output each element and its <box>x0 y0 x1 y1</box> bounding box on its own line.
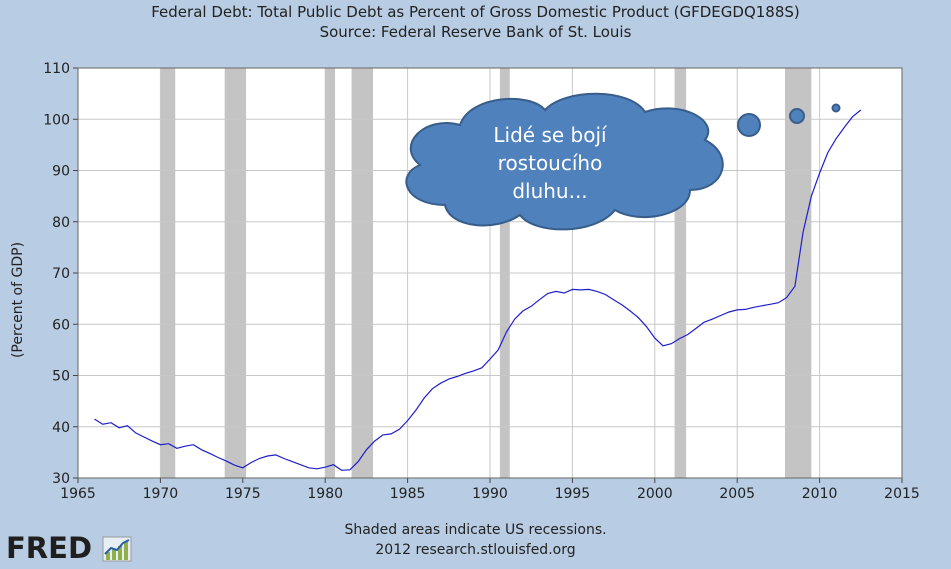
y-tick-label: 60 <box>52 317 70 333</box>
bubble-cloud <box>405 92 724 231</box>
x-tick-label: 2015 <box>884 486 920 502</box>
footer-line2: 2012 research.stlouisfed.org <box>375 542 576 558</box>
x-tick-label: 1985 <box>390 486 426 502</box>
series-line <box>94 109 862 471</box>
x-axis: 1965 1970 1975 1980 1985 1990 1995 2000 2005 2010… <box>60 478 920 502</box>
x-tick-label: 2005 <box>719 486 755 502</box>
x-tick-label: 1975 <box>225 486 261 502</box>
bubble-dot-small <box>831 103 841 113</box>
bubble-text-line1: Lidé se bojí <box>493 123 608 147</box>
bubble-dot-medium <box>789 108 805 124</box>
y-tick-label: 70 <box>52 266 70 282</box>
x-tick-label: 1980 <box>307 486 343 502</box>
fred-logo-text: FRED <box>6 531 93 565</box>
fred-logo: FRED <box>6 532 132 564</box>
chart-title-block: Federal Debt: Total Public Debt as Perce… <box>0 2 951 42</box>
plot-frame <box>77 67 903 479</box>
y-tick-label: 80 <box>52 215 70 231</box>
y-tick-label: 110 <box>43 61 70 77</box>
y-tick-label: 50 <box>52 369 70 385</box>
fred-logo-graph-icon <box>102 536 132 562</box>
x-tick-label: 1990 <box>472 486 508 502</box>
footer-line1: Shaded areas indicate US recessions. <box>344 522 607 538</box>
x-tick-label: 2000 <box>637 486 673 502</box>
bubble-dot-large <box>737 113 761 137</box>
y-tick-label: 40 <box>52 420 70 436</box>
bubble-text-line2: rostoucího <box>498 151 603 175</box>
y-tick-label: 30 <box>52 471 70 487</box>
x-tick-label: 1970 <box>143 486 179 502</box>
thought-bubble: Lidé se bojí rostoucího dluhu... <box>405 92 841 231</box>
y-tick-label: 100 <box>43 112 70 128</box>
chart-title: Federal Debt: Total Public Debt as Perce… <box>151 3 800 21</box>
x-tick-label: 1965 <box>60 486 96 502</box>
x-tick-label: 2010 <box>802 486 838 502</box>
footer-note: Shaded areas indicate US recessions. 201… <box>300 520 651 560</box>
x-tick-label: 1995 <box>555 486 591 502</box>
chart-subtitle: Source: Federal Reserve Bank of St. Loui… <box>319 23 632 41</box>
bubble-text-line3: dluhu... <box>512 179 587 203</box>
y-axis-label: (Percent of GDP) <box>10 242 26 358</box>
y-axis: 30 40 50 60 70 80 90 100 110 <box>43 61 78 487</box>
y-tick-label: 90 <box>52 164 70 180</box>
